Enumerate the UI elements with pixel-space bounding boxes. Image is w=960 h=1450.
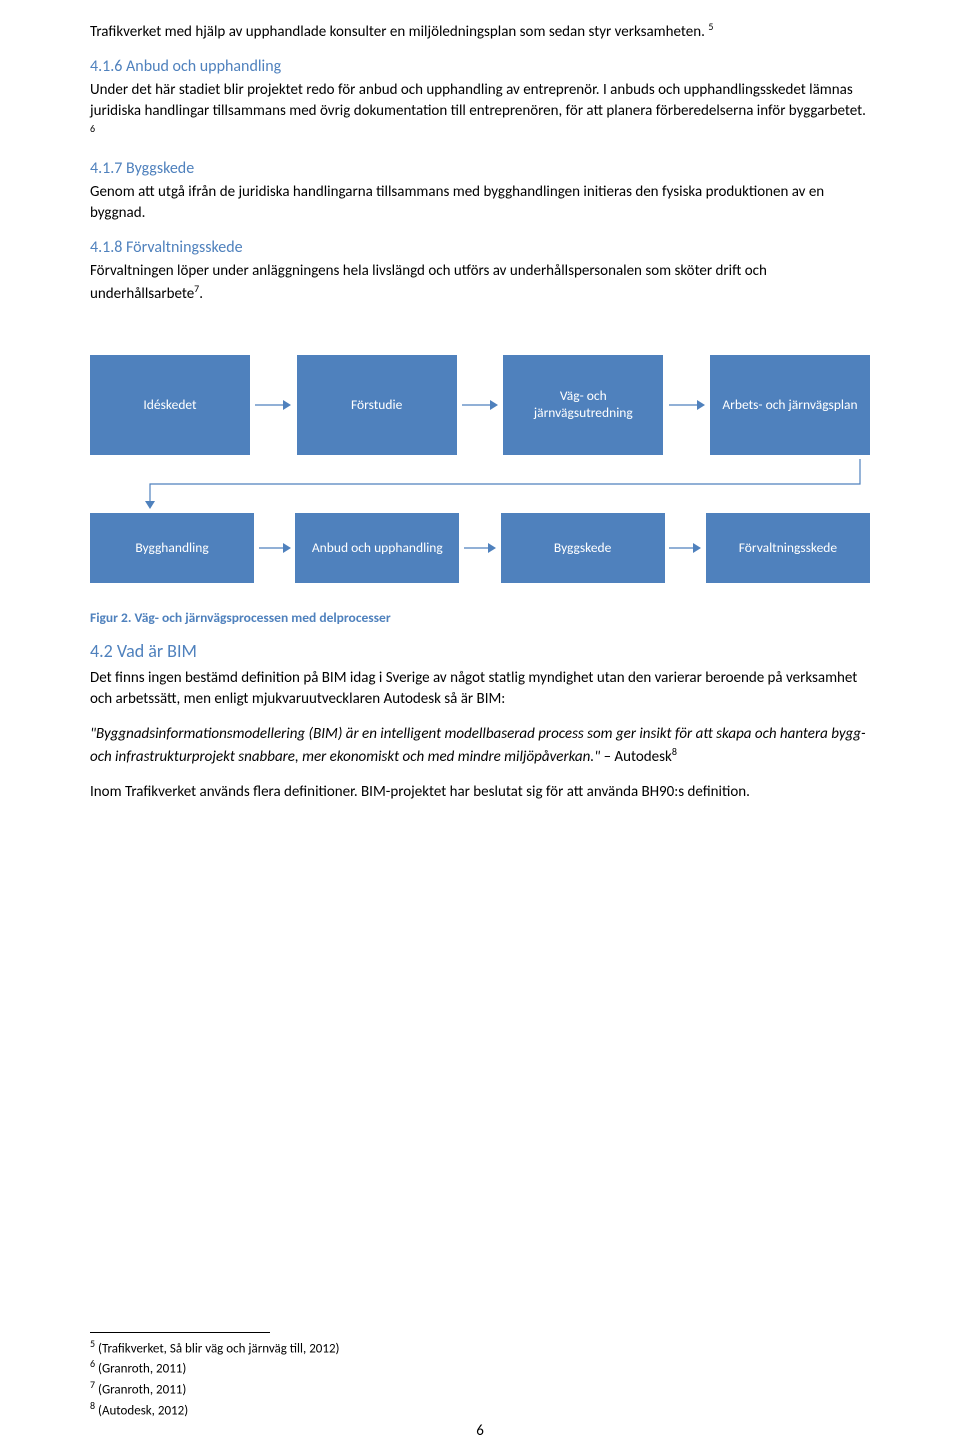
flow-box-forvaltningsskede: Förvaltningsskede xyxy=(706,513,870,583)
footnote-7: 7 (Granroth, 2011) xyxy=(90,1378,870,1399)
body-4-2-p1: Det finns ingen bestämd definition på BI… xyxy=(90,668,870,710)
body-4-1-6-sup: 6 xyxy=(90,122,95,135)
footnote-6: 6 (Granroth, 2011) xyxy=(90,1357,870,1378)
footnote-8-text: (Autodesk, 2012) xyxy=(95,1403,188,1418)
arrow-icon xyxy=(460,540,500,556)
quote-sup: 8 xyxy=(672,745,677,758)
footnotes-block: 5 (Trafikverket, Så blir väg och järnväg… xyxy=(90,1332,870,1421)
arrow-icon xyxy=(665,540,705,556)
flowchart-row-2: Bygghandling Anbud och upphandling Byggs… xyxy=(90,513,870,583)
body-4-1-6-text: Under det här stadiet blir projektet red… xyxy=(90,81,866,120)
footnote-5: 5 (Trafikverket, Så blir väg och järnväg… xyxy=(90,1337,870,1358)
body-4-1-8-text2: . xyxy=(199,285,203,303)
footnote-8: 8 (Autodesk, 2012) xyxy=(90,1399,870,1420)
flow-box-vag-jarnvagsutredning: Väg- och järnvägsutredning xyxy=(503,355,663,455)
body-4-1-6: Under det här stadiet blir projektet red… xyxy=(90,80,870,145)
flowchart-connector xyxy=(90,459,870,509)
heading-4-1-7: 4.1.7 Byggskede xyxy=(90,159,870,178)
footnote-separator xyxy=(90,1332,270,1333)
arrow-icon xyxy=(251,397,295,413)
body-4-1-7: Genom att utgå ifrån de juridiska handli… xyxy=(90,182,870,224)
flowchart-row-1: Idéskedet Förstudie Väg- och järnvägsutr… xyxy=(90,355,870,455)
body-4-2-p2: Inom Trafikverket används flera definiti… xyxy=(90,782,870,803)
quote-text: "Byggnadsinformationsmodellering (BIM) ä… xyxy=(90,725,866,766)
intro-text: Trafikverket med hjälp av upphandlade ko… xyxy=(90,23,705,41)
process-flowchart: Idéskedet Förstudie Väg- och järnvägsutr… xyxy=(90,355,870,583)
flow-box-byggskede: Byggskede xyxy=(501,513,665,583)
body-4-1-8: Förvaltningen löper under anläggningens … xyxy=(90,261,870,305)
heading-4-2: 4.2 Vad är BIM xyxy=(90,640,870,662)
figure-caption: Figur 2. Väg- och järnvägsprocessen med … xyxy=(90,609,870,626)
footnote-7-text: (Granroth, 2011) xyxy=(95,1383,186,1398)
flow-box-forstudie: Förstudie xyxy=(297,355,457,455)
body-4-1-8-text1: Förvaltningen löper under anläggningens … xyxy=(90,262,767,303)
quote-author: – Autodesk xyxy=(600,748,672,766)
arrow-icon xyxy=(458,397,502,413)
flow-box-anbud-upphandling: Anbud och upphandling xyxy=(295,513,459,583)
arrow-icon xyxy=(665,397,709,413)
footnote-5-text: (Trafikverket, Så blir väg och järnväg t… xyxy=(95,1341,339,1356)
arrow-icon xyxy=(255,540,295,556)
flow-box-bygghandling: Bygghandling xyxy=(90,513,254,583)
page-number: 6 xyxy=(0,1422,960,1440)
heading-4-1-8: 4.1.8 Förvaltningsskede xyxy=(90,238,870,257)
flow-box-arbets-jarnvagsplan: Arbets- och järnvägsplan xyxy=(710,355,870,455)
flow-box-ideskedet: Idéskedet xyxy=(90,355,250,455)
heading-4-1-6: 4.1.6 Anbud och upphandling xyxy=(90,57,870,76)
intro-paragraph: Trafikverket med hjälp av upphandlade ko… xyxy=(90,20,870,43)
body-4-2-quote: "Byggnadsinformationsmodellering (BIM) ä… xyxy=(90,724,870,768)
footnote-6-text: (Granroth, 2011) xyxy=(95,1362,186,1377)
intro-sup: 5 xyxy=(708,20,713,33)
